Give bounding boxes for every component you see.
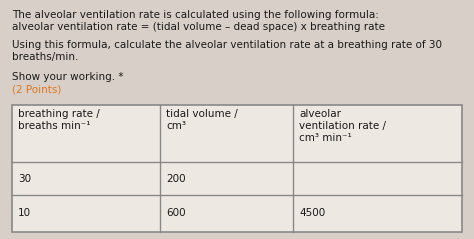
Text: 30: 30	[18, 174, 31, 184]
Text: alveolar ventilation rate = (tidal volume – dead space) x breathing rate: alveolar ventilation rate = (tidal volum…	[12, 22, 385, 32]
Text: breaths min⁻¹: breaths min⁻¹	[18, 121, 91, 131]
Text: breathing rate /: breathing rate /	[18, 109, 100, 119]
Text: ventilation rate /: ventilation rate /	[299, 121, 386, 131]
Text: 4500: 4500	[299, 208, 326, 218]
Text: tidal volume /: tidal volume /	[166, 109, 238, 119]
Text: 200: 200	[166, 174, 186, 184]
Bar	[12, 105, 462, 232]
Text: 10: 10	[18, 208, 31, 218]
Text: Show your working. *: Show your working. *	[12, 72, 124, 82]
Text: cm³: cm³	[166, 121, 186, 131]
Text: The alveolar ventilation rate is calculated using the following formula:: The alveolar ventilation rate is calcula…	[12, 10, 379, 20]
Bar	[12, 105, 462, 232]
Text: (2 Points): (2 Points)	[12, 85, 61, 95]
Text: 600: 600	[166, 208, 186, 218]
Text: cm³ min⁻¹: cm³ min⁻¹	[299, 133, 352, 143]
Text: alveolar: alveolar	[299, 109, 341, 119]
Text: Using this formula, calculate the alveolar ventilation rate at a breathing rate : Using this formula, calculate the alveol…	[12, 40, 442, 50]
Text: breaths/min.: breaths/min.	[12, 52, 78, 62]
